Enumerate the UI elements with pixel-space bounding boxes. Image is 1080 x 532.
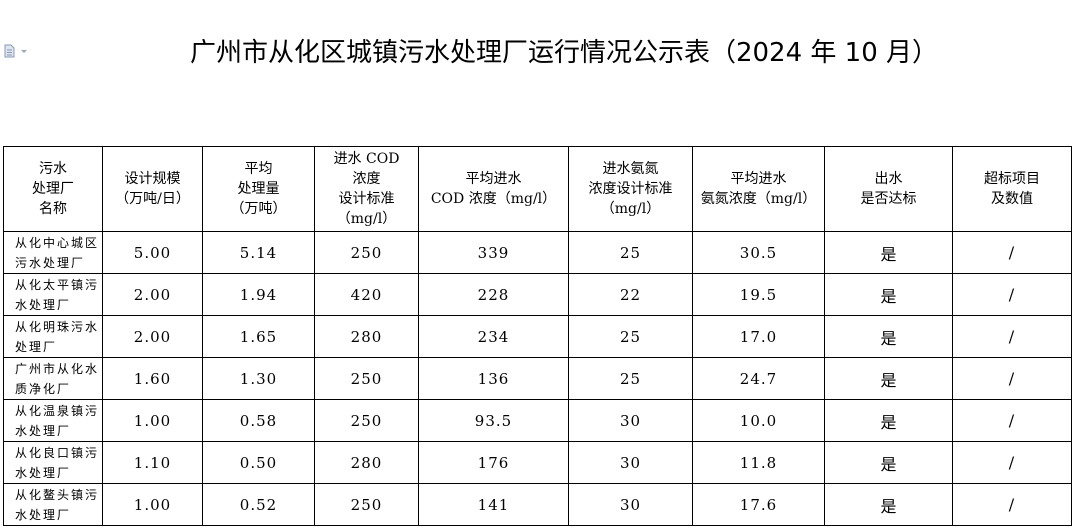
cell-ammonia-standard: 22: [568, 273, 693, 316]
cell-exceedance: /: [952, 357, 1072, 400]
page-title: 广州市从化区城镇污水处理厂运行情况公示表（2024 年 10 月）: [0, 34, 1080, 72]
header-exceedance: 超标项目 及数值: [952, 146, 1072, 232]
table-row: 从化良口镇污 水处理厂 1.10 0.50 280 176 30 11.8 是 /: [3, 441, 1072, 484]
cell-avg-volume: 0.50: [202, 441, 315, 484]
cell-avg-ammonia: 24.7: [692, 357, 825, 400]
cell-avg-cod: 93.5: [418, 399, 569, 442]
cell-avg-ammonia: 30.5: [692, 231, 825, 274]
cell-design-capacity: 2.00: [102, 273, 203, 316]
cell-compliance: 是: [824, 315, 953, 358]
cell-avg-cod: 228: [418, 273, 569, 316]
cell-design-capacity: 1.00: [102, 399, 203, 442]
cell-avg-volume: 1.94: [202, 273, 315, 316]
cell-plant-name: 从化中心城区 污水处理厂: [3, 231, 103, 274]
header-avg-ammonia: 平均进水 氨氮浓度（mg/l）: [692, 146, 825, 232]
cell-avg-cod: 339: [418, 231, 569, 274]
cell-ammonia-standard: 25: [568, 357, 693, 400]
cell-avg-volume: 1.30: [202, 357, 315, 400]
cell-ammonia-standard: 30: [568, 483, 693, 526]
cell-avg-cod: 234: [418, 315, 569, 358]
header-design-capacity: 设计规模 （万吨/日）: [102, 146, 203, 232]
cell-plant-name: 从化良口镇污 水处理厂: [3, 441, 103, 484]
cell-compliance: 是: [824, 441, 953, 484]
cell-exceedance: /: [952, 483, 1072, 526]
header-compliance: 出水 是否达标: [824, 146, 953, 232]
cell-cod-standard: 420: [314, 273, 419, 316]
cell-ammonia-standard: 30: [568, 399, 693, 442]
header-cod-standard: 进水 COD 浓度 设计标准 （mg/l）: [314, 146, 419, 232]
cell-design-capacity: 1.60: [102, 357, 203, 400]
table-row: 从化鳌头镇污 水处理厂 1.00 0.52 250 141 30 17.6 是 /: [3, 483, 1072, 526]
table-body: 从化中心城区 污水处理厂 5.00 5.14 250 339 25 30.5 是 / 从化太平镇污…: [3, 231, 1072, 526]
cell-exceedance: /: [952, 399, 1072, 442]
table-row: 从化温泉镇污 水处理厂 1.00 0.58 250 93.5 30 10.0 是 /: [3, 399, 1072, 442]
table-row: 从化中心城区 污水处理厂 5.00 5.14 250 339 25 30.5 是 /: [3, 231, 1072, 274]
header-ammonia-standard: 进水氨氮 浓度设计标准 （mg/l）: [568, 146, 693, 232]
cell-ammonia-standard: 25: [568, 231, 693, 274]
cell-exceedance: /: [952, 441, 1072, 484]
cell-design-capacity: 2.00: [102, 315, 203, 358]
cell-plant-name: 广州市从化水 质净化厂: [3, 357, 103, 400]
cell-avg-cod: 141: [418, 483, 569, 526]
cell-avg-ammonia: 17.6: [692, 483, 825, 526]
cell-avg-volume: 0.58: [202, 399, 315, 442]
cell-exceedance: /: [952, 273, 1072, 316]
table-row: 广州市从化水 质净化厂 1.60 1.30 250 136 25 24.7 是 /: [3, 357, 1072, 400]
cell-compliance: 是: [824, 231, 953, 274]
cell-plant-name: 从化太平镇污 水处理厂: [3, 273, 103, 316]
cell-plant-name: 从化温泉镇污 水处理厂: [3, 399, 103, 442]
cell-cod-standard: 280: [314, 441, 419, 484]
cell-cod-standard: 250: [314, 357, 419, 400]
cell-compliance: 是: [824, 483, 953, 526]
cell-avg-volume: 5.14: [202, 231, 315, 274]
cell-avg-ammonia: 10.0: [692, 399, 825, 442]
cell-avg-ammonia: 19.5: [692, 273, 825, 316]
cell-cod-standard: 250: [314, 231, 419, 274]
cell-compliance: 是: [824, 273, 953, 316]
cell-exceedance: /: [952, 315, 1072, 358]
cell-design-capacity: 5.00: [102, 231, 203, 274]
cell-cod-standard: 250: [314, 483, 419, 526]
cell-design-capacity: 1.10: [102, 441, 203, 484]
table-row: 从化明珠污水 处理厂 2.00 1.65 280 234 25 17.0 是 /: [3, 315, 1072, 358]
page-title-text: 广州市从化区城镇污水处理厂运行情况公示表（2024 年 10 月）: [189, 38, 939, 68]
cell-avg-volume: 0.52: [202, 483, 315, 526]
cell-ammonia-standard: 30: [568, 441, 693, 484]
cell-cod-standard: 250: [314, 399, 419, 442]
table-row: 从化太平镇污 水处理厂 2.00 1.94 420 228 22 19.5 是 /: [3, 273, 1072, 316]
cell-exceedance: /: [952, 231, 1072, 274]
header-avg-volume: 平均 处理量 （万吨）: [202, 146, 315, 232]
cell-compliance: 是: [824, 357, 953, 400]
table-header-row: 污水 处理厂 名称 设计规模 （万吨/日） 平均 处理量 （万吨） 进水 COD 浓度…: [3, 146, 1072, 232]
document-dropdown-icon[interactable]: [3, 44, 29, 58]
cell-avg-ammonia: 11.8: [692, 441, 825, 484]
cell-avg-ammonia: 17.0: [692, 315, 825, 358]
cell-compliance: 是: [824, 399, 953, 442]
header-avg-cod: 平均进水 COD 浓度（mg/l）: [418, 146, 569, 232]
cell-plant-name: 从化明珠污水 处理厂: [3, 315, 103, 358]
cell-ammonia-standard: 25: [568, 315, 693, 358]
wastewater-plant-table: 污水 处理厂 名称 设计规模 （万吨/日） 平均 处理量 （万吨） 进水 COD 浓度…: [3, 146, 1072, 526]
cell-cod-standard: 280: [314, 315, 419, 358]
cell-design-capacity: 1.00: [102, 483, 203, 526]
cell-avg-volume: 1.65: [202, 315, 315, 358]
cell-plant-name: 从化鳌头镇污 水处理厂: [3, 483, 103, 526]
cell-avg-cod: 176: [418, 441, 569, 484]
cell-avg-cod: 136: [418, 357, 569, 400]
header-plant-name: 污水 处理厂 名称: [3, 146, 103, 232]
